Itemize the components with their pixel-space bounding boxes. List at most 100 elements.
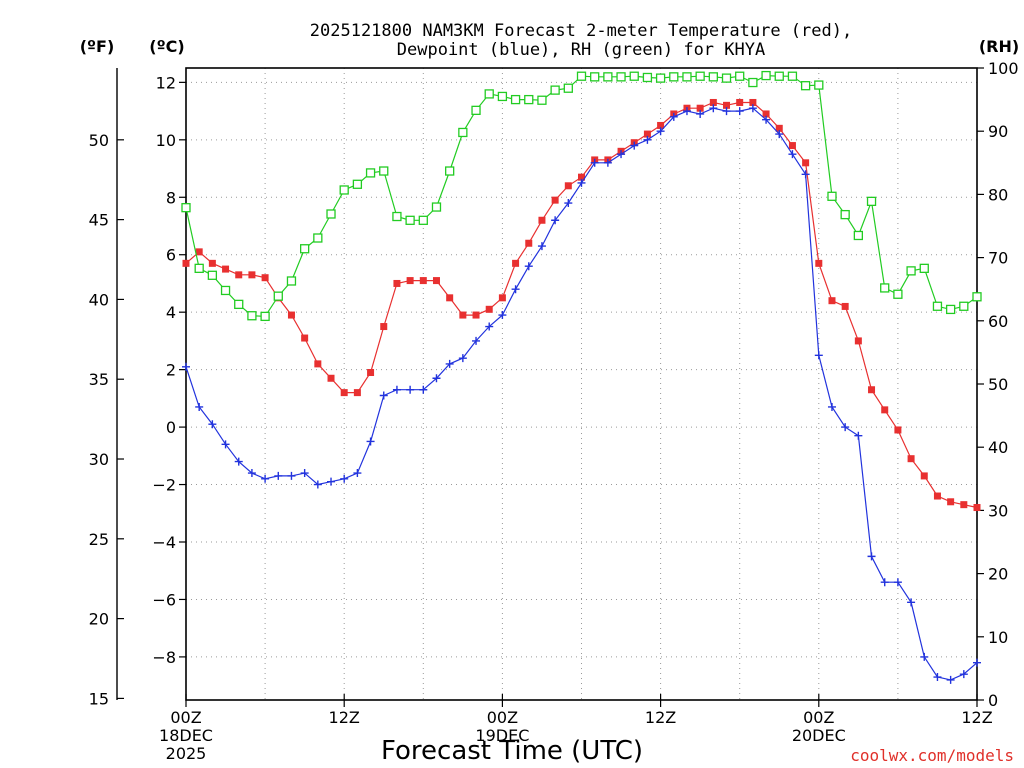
temperature-point	[696, 104, 704, 112]
relative-humidity-point	[181, 203, 191, 213]
dewpoint-point	[195, 402, 204, 411]
relative-humidity-point	[458, 127, 468, 138]
chart-title-line-1: 2025121800 NAM3KM Forecast 2-meter Tempe…	[310, 21, 852, 41]
temperature-point	[446, 294, 454, 302]
dewpoint-point	[854, 431, 863, 440]
relative-humidity-point	[352, 179, 363, 189]
dewpoint-point	[682, 107, 691, 116]
dewpoint-point	[472, 336, 481, 345]
relative-humidity-point	[392, 211, 402, 222]
rh-tick-label: 40	[988, 438, 1008, 457]
x-axis-title: Forecast Time (UTC)	[381, 736, 643, 766]
dewpoint-point	[419, 385, 428, 394]
relative-humidity-point	[550, 85, 560, 95]
dewpoint-point	[537, 242, 546, 251]
temperature-point	[736, 98, 744, 106]
relative-humidity-point	[708, 72, 718, 82]
temperature-point	[182, 259, 190, 267]
x-tick-label: 00Z	[170, 708, 201, 727]
dewpoint-point	[973, 658, 981, 667]
temperature-point	[512, 259, 520, 267]
relative-humidity-point	[537, 95, 547, 105]
temperature-point	[657, 121, 665, 129]
temperature-point	[248, 271, 256, 279]
dewpoint-point	[313, 480, 322, 489]
celsius-tick-label: 2	[166, 361, 176, 380]
x-tick-date-label: 20DEC	[792, 726, 846, 745]
relative-humidity-point	[524, 94, 534, 105]
temperature-point	[353, 389, 361, 397]
x-tick-date-label: 18DEC	[159, 726, 213, 745]
temperature-point	[775, 124, 783, 132]
relative-humidity-point	[800, 81, 811, 91]
left-celsius-unit-label: (ºC)	[149, 37, 184, 56]
rh-tick-label: 90	[988, 122, 1008, 141]
x-tick-label: 12Z	[645, 708, 676, 727]
relative-humidity-point	[945, 304, 956, 315]
dewpoint-point	[366, 437, 375, 446]
dewpoint-point	[893, 578, 902, 587]
celsius-tick-label: −6	[152, 590, 176, 609]
dewpoint-point	[564, 199, 573, 208]
relative-humidity-point	[959, 301, 969, 311]
relative-humidity-point	[576, 71, 587, 81]
temperature-point	[432, 277, 440, 285]
rh-tick-label: 100	[988, 59, 1019, 78]
dewpoint-point	[775, 130, 784, 139]
temperature-point	[459, 311, 467, 319]
dewpoint-point	[841, 423, 850, 432]
dewpoint-point	[551, 216, 560, 225]
dewpoint-point	[406, 385, 415, 394]
relative-humidity-point	[405, 215, 415, 225]
left-fahrenheit-unit-label: (ºF)	[80, 37, 115, 56]
relative-humidity-point	[471, 105, 481, 115]
dewpoint-point	[287, 471, 296, 480]
dewpoint-point	[392, 385, 401, 394]
temperature-point	[920, 472, 928, 480]
fahrenheit-tick-label: 35	[89, 370, 109, 389]
relative-humidity-point	[247, 311, 257, 321]
temperature-point	[828, 297, 836, 305]
rh-tick-label: 30	[988, 501, 1008, 520]
temperature-point	[261, 274, 269, 282]
relative-humidity-point	[642, 72, 653, 83]
relative-humidity-point	[339, 185, 349, 195]
temperature-point	[380, 323, 388, 331]
relative-humidity-point	[273, 291, 283, 301]
rh-tick-label: 0	[988, 691, 998, 710]
temperature-point	[485, 305, 493, 313]
fahrenheit-tick-label: 25	[89, 530, 109, 549]
dewpoint-point	[617, 150, 626, 159]
temperature-point	[287, 311, 295, 319]
temperature-point	[643, 130, 651, 138]
relative-humidity-point	[866, 196, 877, 207]
temperature-point	[854, 337, 862, 345]
rh-tick-label: 80	[988, 185, 1008, 204]
dewpoint-point	[788, 150, 797, 159]
fahrenheit-tick-label: 15	[89, 689, 109, 708]
dewpoint-point	[458, 354, 467, 363]
dewpoint-point	[182, 362, 190, 371]
relative-humidity-line	[185, 74, 978, 318]
temperature-point	[709, 98, 717, 106]
temperature-point	[578, 173, 585, 181]
temperature-point	[933, 492, 941, 500]
temperature-point	[367, 369, 375, 377]
x-tick-date-label: 19DEC	[475, 726, 529, 745]
grid-lines	[186, 68, 977, 700]
temperature-point	[222, 265, 230, 273]
celsius-tick-label: 6	[166, 246, 176, 265]
relative-humidity-point	[194, 263, 204, 273]
celsius-tick-label: 10	[156, 131, 176, 150]
dewpoint-point	[432, 374, 441, 383]
relative-humidity-point	[326, 209, 336, 219]
data-series	[181, 70, 982, 684]
relative-humidity-point	[787, 71, 798, 81]
relative-humidity-point	[234, 299, 244, 310]
dewpoint-point	[814, 351, 823, 360]
celsius-tick-label: −4	[152, 533, 176, 552]
relative-humidity-point	[721, 73, 732, 83]
dewpoint-point	[221, 440, 230, 449]
dewpoint-point	[709, 104, 718, 113]
